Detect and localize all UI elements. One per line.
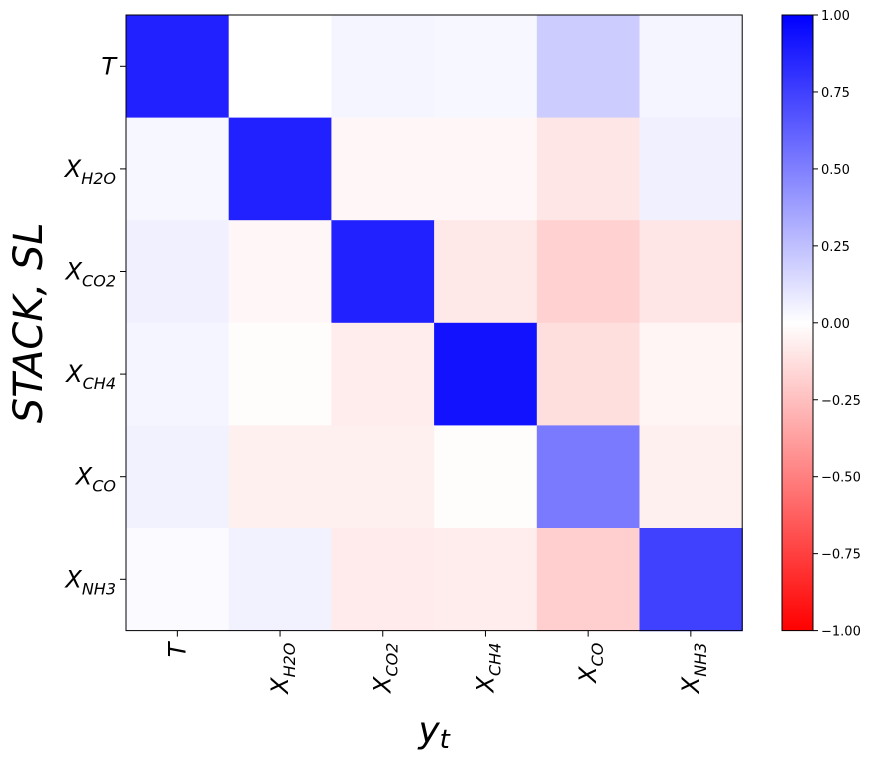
heatmap-cell-r3-c1: [228, 322, 332, 426]
heatmap-cell-r2-c1: [228, 220, 332, 324]
heatmap-cell-r3-c4: [536, 322, 641, 426]
y-tick-label-1: XH2O: [63, 155, 116, 188]
y-tick-label-5: XNH3: [63, 565, 116, 598]
x-tick-label-5: XNH3: [677, 643, 710, 696]
y-tick-label-2: XCO2: [64, 258, 116, 291]
heatmap-cell-r4-c0: [126, 425, 230, 529]
heatmap-cell-r4-c1: [228, 425, 332, 529]
plot-frame: [125, 14, 743, 632]
colorbar-gradient: [781, 14, 814, 632]
x-tick-label-3: XCH4: [471, 643, 504, 695]
x-tick-label-1: XH2O: [266, 643, 299, 696]
heatmap-cell-r4-c4: [536, 425, 641, 529]
y-axis-ticks: T XH2O XCO2 XCH4 XCO XNH3: [63, 52, 126, 598]
colorbar-tick-label-7: 0.75: [821, 86, 850, 101]
heatmap-cell-r1-c1: [228, 117, 332, 221]
x-tick-label-0: T: [163, 640, 191, 657]
y-tick-label-4: XCO: [74, 463, 116, 496]
colorbar-tick-label-5: 0.25: [821, 240, 850, 255]
colorbar-tick-label-1: −0.75: [821, 548, 861, 563]
colorbar: −1.00 −0.75 −0.50 −0.25 0.00 0.25 0.50 0.75 1.00: [781, 9, 861, 640]
heatmap-cell-r3-c0: [126, 322, 230, 426]
heatmap-cell-r0-c1: [228, 15, 332, 119]
colorbar-tick-label-6: 0.50: [821, 163, 850, 178]
heatmap-cell-r2-c3: [434, 220, 538, 324]
y-tick-label-3: XCH4: [64, 360, 116, 393]
heatmap-cell-r1-c4: [536, 117, 641, 221]
colorbar-tick-label-4: 0.00: [821, 317, 850, 332]
heatmap-cell-r4-c2: [331, 425, 435, 529]
heatmap-cell-r5-c4: [536, 528, 641, 632]
heatmap-cell-r3-c3: [434, 322, 538, 426]
heatmap-cell-r0-c2: [331, 15, 435, 119]
heatmap-cell-r0-c3: [434, 15, 538, 119]
heatmap-cell-r5-c5: [639, 528, 743, 632]
heatmap-cell-r5-c2: [331, 528, 435, 632]
x-tick-label-4: XCO: [574, 643, 607, 685]
heatmap-cell-r0-c0: [126, 15, 230, 119]
heatmap-cell-r2-c4: [536, 220, 641, 324]
heatmap-cell-r2-c5: [639, 220, 743, 324]
heatmap-cell-r2-c2: [331, 220, 435, 324]
heatmap-cell-r5-c1: [228, 528, 332, 632]
heatmap-cell-r2-c0: [126, 220, 230, 324]
colorbar-tick-label-0: −1.00: [821, 625, 861, 640]
heatmap-cell-r3-c2: [331, 322, 435, 426]
heatmap-cell-r4-c3: [434, 425, 538, 529]
heatmap-cell-r0-c5: [639, 15, 743, 119]
heatmap-cell-r1-c3: [434, 117, 538, 221]
heatmap-cell-r5-c3: [434, 528, 538, 632]
colorbar-tick-label-2: −0.50: [821, 471, 861, 486]
y-axis-title: STACK, SL: [6, 222, 52, 423]
heatmap-cell-r3-c5: [639, 322, 743, 426]
x-axis-ticks: T XH2O XCO2 XCH4 XCO XNH3: [163, 630, 710, 696]
heatmap-cell-r1-c2: [331, 117, 435, 221]
heatmap-cell-r0-c4: [536, 15, 641, 119]
colorbar-tick-label-8: 1.00: [821, 9, 850, 24]
x-tick-label-2: XCO2: [369, 643, 402, 695]
heatmap-cell-r5-c0: [126, 528, 230, 632]
colorbar-tick-label-3: −0.25: [821, 394, 861, 409]
x-axis-title: yt: [417, 710, 450, 755]
heatmap-cell-r4-c5: [639, 425, 743, 529]
heatmap-cell-r1-c0: [126, 117, 230, 221]
y-tick-label-0: T: [101, 52, 118, 80]
heatmap-cells: [126, 15, 743, 632]
heatmap-cell-r1-c5: [639, 117, 743, 221]
